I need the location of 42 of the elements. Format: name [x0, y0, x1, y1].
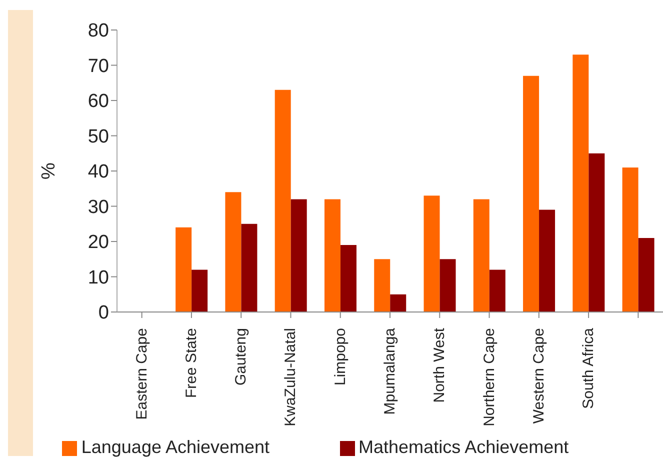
x-tick-label: Western Cape — [530, 328, 548, 424]
x-tick-label: Limpopo — [332, 328, 349, 386]
y-tick-label: 80 — [88, 20, 109, 42]
legend-label: Language Achievement — [81, 437, 270, 457]
x-tick-label: Gauteng — [232, 328, 250, 386]
bar — [324, 199, 340, 312]
bar — [473, 199, 490, 312]
bar — [241, 224, 258, 312]
bar — [489, 270, 506, 312]
y-tick-label: 70 — [88, 56, 109, 77]
bar — [192, 270, 208, 312]
bar — [588, 153, 605, 312]
x-tick-label: KwaZulu-Natal — [282, 328, 300, 426]
x-tick-label: Northern Cape — [480, 328, 498, 426]
y-tick-label: 20 — [88, 232, 109, 254]
x-tick-label: North West — [431, 327, 448, 403]
bar — [225, 192, 242, 312]
bar — [390, 294, 406, 312]
bar — [274, 90, 291, 312]
bar — [539, 210, 556, 312]
bar — [523, 76, 540, 312]
y-tick-label: 30 — [88, 196, 109, 218]
bar — [290, 199, 307, 312]
x-tick-label: Mpumalanga — [382, 327, 398, 415]
legend-label: Mathematics Achievement — [358, 437, 569, 457]
y-tick-label: 50 — [88, 126, 109, 148]
y-axis-title: % — [38, 162, 60, 180]
bar — [572, 54, 589, 312]
y-tick-label: 40 — [88, 162, 109, 183]
bar — [424, 196, 440, 312]
bar — [638, 238, 654, 312]
bar — [374, 259, 390, 312]
y-tick-label: 10 — [88, 267, 109, 288]
bar — [622, 167, 638, 312]
y-tick-label: 0 — [98, 302, 109, 324]
bar — [176, 227, 192, 312]
x-tick-label: Free State — [182, 328, 200, 398]
y-tick-label: 60 — [88, 91, 109, 112]
x-tick-label: Eastern Cape — [133, 328, 150, 420]
bar — [440, 259, 456, 312]
bar — [340, 245, 356, 312]
x-tick-label: South Africa — [580, 327, 598, 409]
